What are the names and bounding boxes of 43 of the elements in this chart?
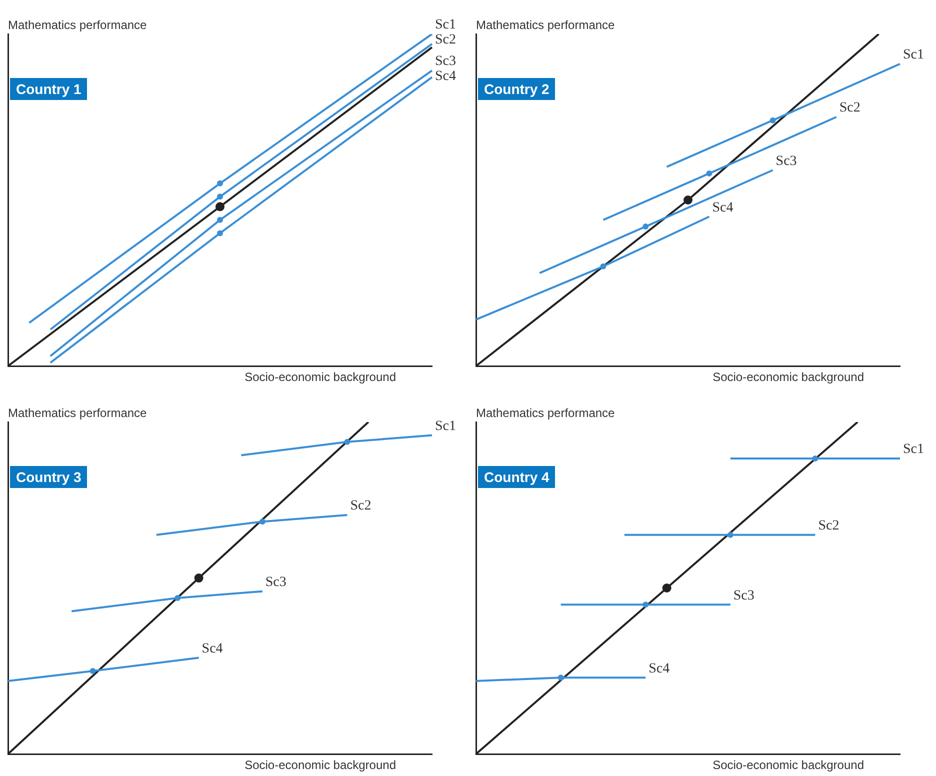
point (727, 532, 734, 538)
series-label: Sc2 (818, 518, 840, 534)
point (770, 117, 776, 124)
series-label: Sc1 (903, 442, 924, 458)
series-label: Sc2 (839, 100, 860, 116)
series-label: Sc4 (712, 200, 734, 216)
point (684, 196, 692, 204)
point (662, 584, 672, 592)
y-axis-title: Mathematics performance (8, 406, 147, 420)
point (642, 224, 649, 230)
series-label: Sc4 (435, 69, 456, 84)
x-axis-title: Socio-economic background (712, 370, 864, 384)
point (812, 456, 818, 462)
x-axis-title: Socio-economic background (712, 758, 864, 772)
text: Country 1 (10, 78, 88, 100)
y-axis-title: Mathematics performance (8, 18, 147, 32)
point (706, 170, 712, 176)
series-label: Sc3 (733, 588, 754, 604)
x-axis-title: Socio-economic background (244, 370, 396, 384)
x-axis-title: Socio-economic background (244, 758, 396, 772)
y-axis-title: Mathematics performance (476, 406, 615, 420)
point (194, 574, 204, 583)
point (558, 674, 564, 681)
series-label: Sc3 (265, 574, 286, 590)
series-label: Sc1 (903, 48, 924, 63)
series-label: Sc3 (435, 54, 456, 70)
series-label: Sc1 (435, 418, 456, 434)
point (259, 518, 266, 525)
text: Country 4 (478, 466, 556, 488)
series-label: Sc2 (350, 498, 372, 514)
series-label: Sc2 (435, 32, 456, 48)
point (642, 602, 649, 608)
series-label: Sc4 (202, 641, 223, 656)
point (600, 263, 606, 270)
series-label: Sc3 (776, 154, 797, 169)
point (344, 438, 350, 445)
text: Country 3 (10, 466, 88, 488)
point (90, 668, 96, 674)
series-label: Sc4 (648, 661, 670, 676)
point (174, 594, 181, 601)
y-axis-title: Mathematics performance (476, 18, 615, 32)
series-label: Sc1 (435, 18, 456, 33)
text: Country 2 (478, 78, 556, 100)
